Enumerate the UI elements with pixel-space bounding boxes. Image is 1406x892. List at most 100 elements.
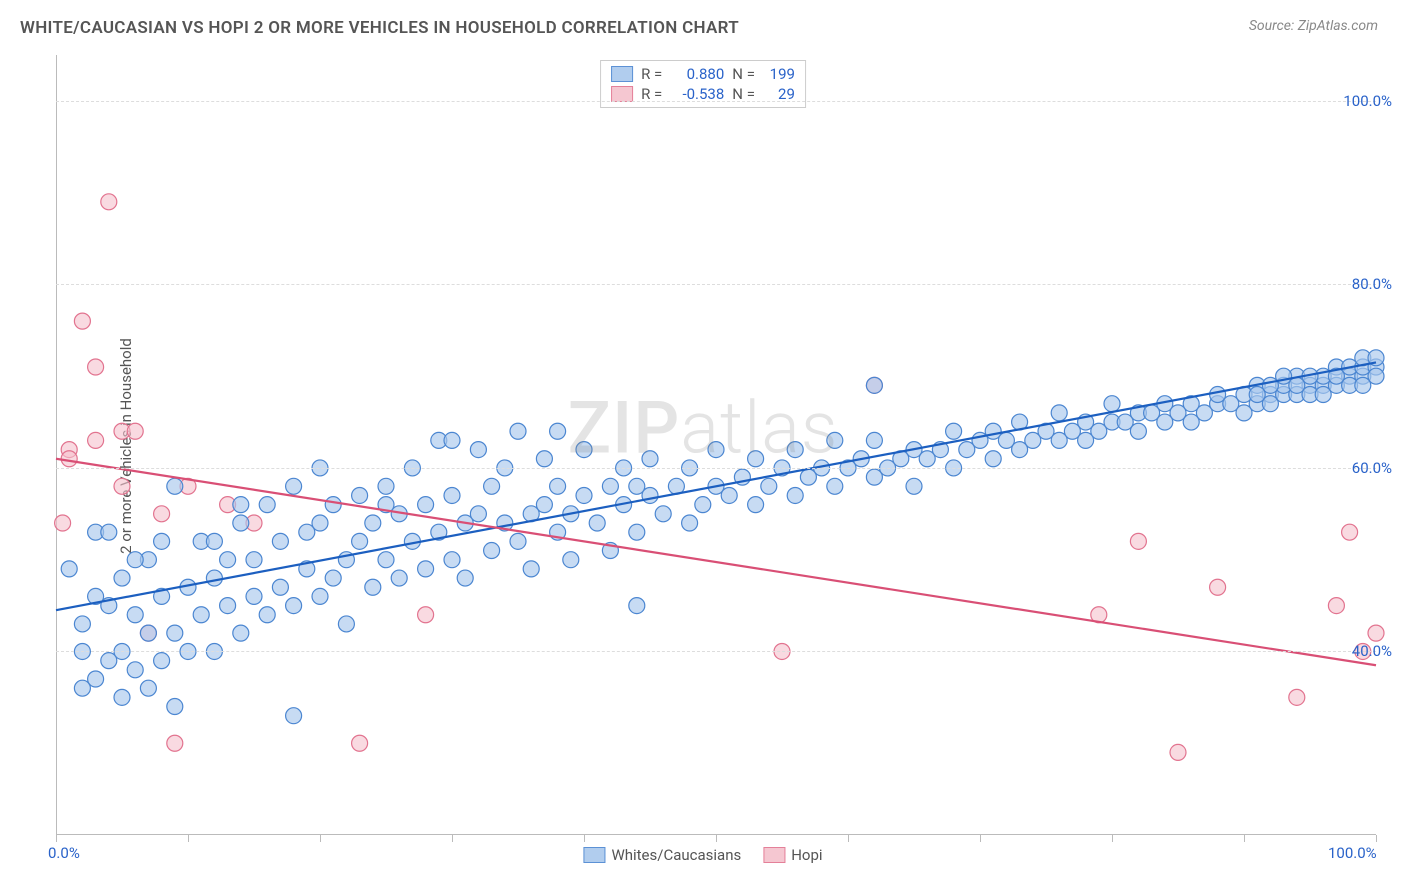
scatter-plot [56, 55, 1376, 835]
data-point [602, 478, 618, 494]
data-point [748, 497, 764, 513]
data-point [114, 570, 130, 586]
data-point [246, 588, 262, 604]
data-point [1170, 744, 1186, 760]
data-point [946, 423, 962, 439]
x-tick-label: 100.0% [1328, 844, 1377, 862]
data-point [259, 607, 275, 623]
legend-label-series1: Whites/Caucasians [611, 846, 741, 864]
data-point [233, 497, 249, 513]
regression-line [56, 362, 1376, 610]
data-point [418, 497, 434, 513]
data-point [259, 497, 275, 513]
data-point [444, 552, 460, 568]
data-point [563, 552, 579, 568]
data-point [866, 432, 882, 448]
data-point [325, 570, 341, 586]
x-tick [848, 835, 849, 842]
legend-label-series2: Hopi [791, 846, 822, 864]
data-point [378, 552, 394, 568]
data-point [167, 735, 183, 751]
x-tick-label: 0.0% [48, 844, 80, 862]
x-tick [980, 835, 981, 842]
data-point [827, 432, 843, 448]
data-point [1210, 579, 1226, 595]
data-point [140, 680, 156, 696]
legend: Whites/Caucasians Hopi [583, 846, 822, 864]
data-point [312, 515, 328, 531]
data-point [233, 515, 249, 531]
gridline [56, 101, 1376, 102]
data-point [1315, 387, 1331, 403]
x-tick [56, 835, 57, 842]
data-point [140, 625, 156, 641]
x-tick [1376, 835, 1377, 842]
n-value-series1: 199 [763, 65, 795, 83]
data-point [391, 570, 407, 586]
data-point [629, 478, 645, 494]
data-point [114, 478, 130, 494]
source-link[interactable]: ZipAtlas.com [1298, 18, 1378, 34]
data-point [1342, 524, 1358, 540]
y-tick-label: 60.0% [1352, 459, 1392, 477]
gridline [56, 468, 1376, 469]
data-point [167, 478, 183, 494]
x-tick [584, 835, 585, 842]
data-point [906, 478, 922, 494]
data-point [365, 579, 381, 595]
x-tick [716, 835, 717, 842]
data-point [629, 598, 645, 614]
swatch-series1 [611, 66, 633, 82]
data-point [1289, 689, 1305, 705]
data-point [484, 478, 500, 494]
r-label: R = [641, 65, 662, 83]
stats-row-series1: R = 0.880 N = 199 [611, 65, 795, 83]
data-point [286, 708, 302, 724]
data-point [787, 487, 803, 503]
data-point [470, 506, 486, 522]
data-point [655, 506, 671, 522]
data-point [55, 515, 71, 531]
chart-title: WHITE/CAUCASIAN VS HOPI 2 OR MORE VEHICL… [20, 18, 739, 38]
data-point [1328, 598, 1344, 614]
data-point [286, 478, 302, 494]
data-point [233, 625, 249, 641]
data-point [418, 607, 434, 623]
y-tick-label: 40.0% [1352, 642, 1392, 660]
data-point [101, 194, 117, 210]
data-point [74, 616, 90, 632]
data-point [1051, 405, 1067, 421]
x-tick [188, 835, 189, 842]
x-tick [320, 835, 321, 842]
data-point [484, 543, 500, 559]
n-label: N = [732, 65, 755, 83]
data-point [827, 478, 843, 494]
data-point [61, 561, 77, 577]
data-point [418, 561, 434, 577]
data-point [88, 671, 104, 687]
data-point [246, 552, 262, 568]
data-point [642, 451, 658, 467]
data-point [682, 515, 698, 531]
data-point [193, 607, 209, 623]
data-point [378, 478, 394, 494]
data-point [576, 487, 592, 503]
data-point [352, 533, 368, 549]
data-point [721, 487, 737, 503]
data-point [1104, 396, 1120, 412]
swatch-series2 [611, 86, 633, 102]
gridline [56, 284, 1376, 285]
data-point [536, 497, 552, 513]
data-point [866, 377, 882, 393]
data-point [523, 561, 539, 577]
data-point [536, 451, 552, 467]
x-tick [1244, 835, 1245, 842]
data-point [88, 432, 104, 448]
data-point [365, 515, 381, 531]
data-point [154, 506, 170, 522]
data-point [470, 442, 486, 458]
data-point [61, 451, 77, 467]
data-point [325, 497, 341, 513]
data-point [167, 625, 183, 641]
data-point [338, 616, 354, 632]
